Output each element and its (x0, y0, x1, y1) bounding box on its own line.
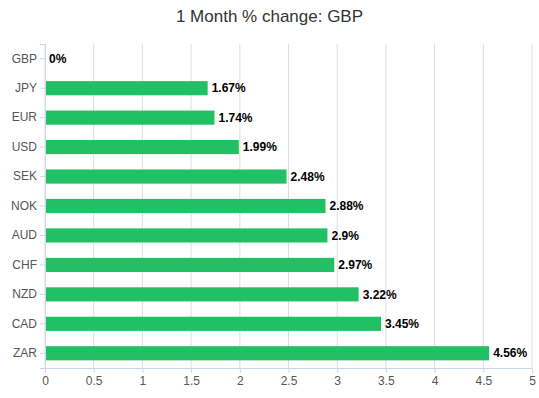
x-tick-label: 0 (42, 374, 49, 388)
x-tick-mark (240, 368, 241, 373)
data-label: 3.22% (363, 288, 397, 302)
y-tick-label: JPY (15, 81, 37, 95)
y-tick-label: USD (12, 140, 38, 154)
y-tick-mark (40, 58, 45, 59)
grid-line (532, 44, 533, 368)
x-tick-label: 1.5 (183, 374, 200, 388)
x-tick: 0 (42, 368, 49, 388)
y-tick: SEK (13, 169, 45, 183)
x-tick: 0.5 (86, 368, 103, 388)
x-tick-label: 3.5 (378, 374, 395, 388)
y-tick-mark (40, 353, 45, 354)
y-tick-mark (40, 88, 45, 89)
bar (45, 258, 334, 272)
data-label: 1.99% (243, 140, 277, 154)
data-label: 1.67% (212, 81, 246, 95)
y-tick: JPY (15, 81, 45, 95)
bar (45, 111, 214, 125)
x-tick: 4.5 (475, 368, 492, 388)
grid-line (483, 44, 484, 368)
x-axis: 0 0.5 1 1.5 2 2.5 3 3.5 4 4.5 5 (42, 368, 536, 388)
data-label: 3.45% (385, 317, 419, 331)
x-tick-mark (337, 368, 338, 373)
y-tick-mark (40, 147, 45, 148)
x-axis-line (46, 369, 533, 374)
x-tick: 2 (237, 368, 244, 388)
bar (45, 287, 359, 301)
y-tick-label: ZAR (13, 346, 37, 360)
y-tick-label: GBP (12, 52, 37, 66)
x-tick-label: 4.5 (475, 374, 492, 388)
y-tick-mark (40, 235, 45, 236)
y-tick-mark (40, 294, 45, 295)
y-tick: CHF (12, 258, 45, 272)
y-tick-label: SEK (13, 169, 37, 183)
y-tick: CAD (12, 317, 45, 331)
data-label: 1.74% (218, 111, 252, 125)
data-label: 2.97% (338, 258, 372, 272)
bar (45, 228, 327, 242)
x-tick: 2.5 (281, 368, 298, 388)
x-tick: 5 (529, 368, 536, 388)
x-tick-mark (386, 368, 387, 373)
x-tick-mark (435, 368, 436, 373)
y-tick: NOK (11, 199, 45, 213)
bar (45, 346, 489, 360)
x-tick: 1 (140, 368, 147, 388)
x-tick-label: 0.5 (86, 374, 103, 388)
y-tick-mark (40, 206, 45, 207)
y-tick: EUR (12, 110, 45, 124)
data-labels: 0% 1.67% 1.74% 1.99% 2.48% 2.88% 2.9% 2.97% 3.22… (49, 52, 527, 361)
x-tick-label: 5 (529, 374, 536, 388)
x-tick: 3 (334, 368, 341, 388)
y-axis: GBP JPY EUR USD SEK NOK AUD CHF NZD CAD ZAR (11, 45, 46, 369)
data-label: 0% (49, 52, 67, 66)
y-tick: AUD (12, 228, 45, 242)
x-tick: 1.5 (183, 368, 200, 388)
x-tick-label: 1 (140, 374, 147, 388)
data-label: 2.48% (291, 170, 325, 184)
x-tick-mark (483, 368, 484, 373)
x-tick-mark (532, 368, 533, 373)
bar (45, 317, 381, 331)
y-tick: GBP (12, 52, 45, 66)
y-tick-label: NZD (12, 287, 37, 301)
x-tick-mark (191, 368, 192, 373)
grid-line (434, 44, 435, 368)
y-axis-line (40, 45, 46, 369)
bar (45, 199, 326, 213)
chart: 1 Month % change: GBP 0 0.5 1 1.5 2 2.5 3 3.5 4 4.… (0, 0, 539, 398)
y-tick-label: CHF (12, 258, 37, 272)
x-tick-mark (142, 368, 143, 373)
x-tick-mark (289, 368, 290, 373)
plot: 0 0.5 1 1.5 2 2.5 3 3.5 4 4.5 5 GBP JPY EUR USD SEK NOK A… (11, 44, 536, 388)
x-tick: 4 (432, 368, 439, 388)
x-tick-mark (94, 368, 95, 373)
x-tick-label: 2.5 (281, 374, 298, 388)
x-tick-label: 3 (334, 374, 341, 388)
bar (45, 169, 287, 183)
title: 1 Month % change: GBP (176, 7, 363, 26)
y-tick-mark (40, 264, 45, 265)
x-tick: 3.5 (378, 368, 395, 388)
y-tick-label: EUR (12, 110, 38, 124)
bars (45, 81, 489, 360)
y-tick: ZAR (13, 346, 45, 360)
bar (45, 140, 239, 154)
y-tick: USD (12, 140, 45, 154)
x-tick-label: 2 (237, 374, 244, 388)
data-label: 2.88% (330, 199, 364, 213)
y-tick-mark (40, 176, 45, 177)
y-tick-label: NOK (11, 199, 37, 213)
y-tick-mark (40, 323, 45, 324)
bar (45, 81, 208, 95)
y-tick: NZD (12, 287, 45, 301)
y-tick-label: CAD (12, 317, 38, 331)
x-tick-label: 4 (432, 374, 439, 388)
y-tick-label: AUD (12, 228, 38, 242)
grid (45, 44, 532, 368)
data-label: 4.56% (493, 346, 527, 360)
data-label: 2.9% (331, 229, 359, 243)
y-tick-mark (40, 117, 45, 118)
